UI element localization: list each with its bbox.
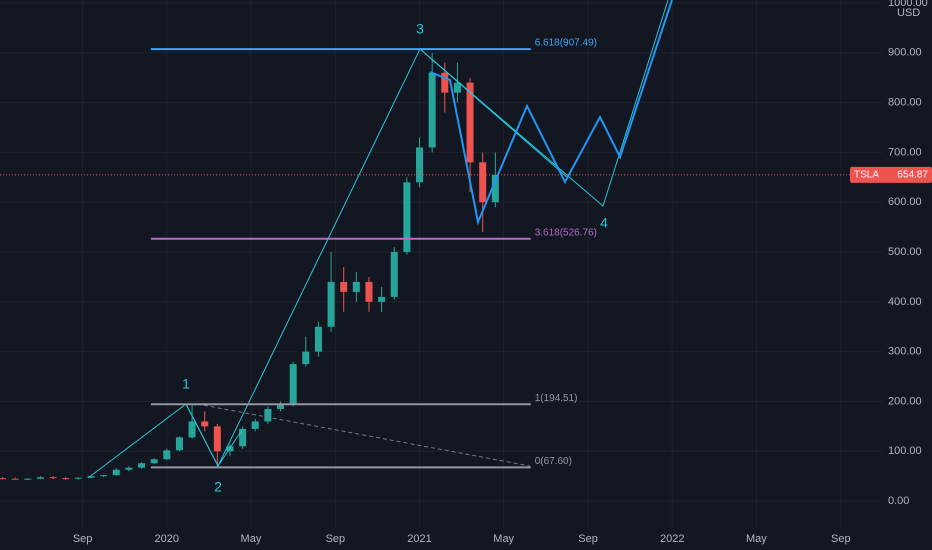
candle-body <box>138 463 146 468</box>
y-tick-label: 700.00 <box>888 146 922 158</box>
x-tick-label: May <box>746 533 767 545</box>
candle-body <box>416 147 424 183</box>
x-tick-label: May <box>493 533 514 545</box>
candle-body <box>201 421 209 427</box>
candle-body <box>36 477 44 479</box>
y-tick-label: 400.00 <box>888 296 922 308</box>
candle-body <box>378 296 386 302</box>
currency-label: USD <box>897 7 920 19</box>
candle-body <box>24 478 32 480</box>
wave-label: 3 <box>416 21 424 37</box>
candle-body <box>491 174 499 203</box>
candles <box>0 52 499 481</box>
candle-body <box>213 426 221 452</box>
y-tick-label: 800.00 <box>888 97 922 109</box>
y-tick-label: 600.00 <box>888 196 922 208</box>
x-tick-label: 2021 <box>407 533 431 545</box>
candle-body <box>441 72 449 93</box>
wave-line <box>185 403 243 467</box>
x-tick-label: Sep <box>831 533 851 545</box>
candle-body <box>466 82 474 163</box>
candle-body <box>403 182 411 253</box>
level-label: 3.618(526.76) <box>535 227 597 238</box>
candle-body <box>62 478 70 480</box>
price-tag <box>850 166 932 183</box>
x-axis-panel <box>0 528 882 550</box>
x-tick-label: 2020 <box>155 533 179 545</box>
wave-line <box>419 48 569 179</box>
candle-body <box>302 351 310 365</box>
y-tick-label: 0.00 <box>888 495 909 507</box>
candle-body <box>175 437 183 451</box>
x-tick-label: May <box>241 533 262 545</box>
candle-body <box>49 477 57 479</box>
candle-body <box>390 252 398 297</box>
x-tick-label: Sep <box>326 533 346 545</box>
y-tick-label: 200.00 <box>888 395 922 407</box>
grid <box>0 0 882 528</box>
wave-line <box>87 0 669 479</box>
wave-label: 1 <box>182 376 190 392</box>
y-tick-label: 300.00 <box>888 346 922 358</box>
candle-body <box>112 469 120 476</box>
wave-label: 4 <box>600 215 608 231</box>
axes: 0.00 100.00 200.00 300.00 400.00 500.00 600.00… <box>73 0 932 545</box>
candle-body <box>125 467 133 470</box>
level-label: 6.618(907.49) <box>535 38 597 49</box>
candle-body <box>0 478 7 480</box>
y-axis-panel <box>882 0 932 550</box>
candle-body <box>11 478 19 480</box>
candle-body <box>453 82 461 93</box>
x-tick-label: 2022 <box>660 533 684 545</box>
projection-line <box>429 0 673 226</box>
candle-body <box>264 408 272 422</box>
candle-body <box>340 281 348 292</box>
candle-body <box>163 450 171 460</box>
y-tick-label: 100.00 <box>888 445 922 457</box>
candle-body <box>314 326 322 352</box>
price-tag-symbol: TSLA <box>854 170 879 181</box>
x-tick-label: Sep <box>73 533 93 545</box>
candle-body <box>428 72 436 148</box>
candle-body <box>365 281 373 302</box>
candle-body <box>289 364 297 404</box>
y-tick-label: 900.00 <box>888 47 922 59</box>
overlay: 6.618(907.49) 3.618(526.76) 1(194.51) 0(67.… <box>0 21 882 495</box>
candle-body <box>87 476 95 478</box>
candle-body <box>74 477 82 479</box>
x-tick-label: Sep <box>578 533 598 545</box>
candle-body <box>479 162 487 203</box>
level-label: 0(67.60) <box>535 456 572 467</box>
trend-line <box>196 403 531 467</box>
candle-body <box>352 281 360 292</box>
y-tick-label: 500.00 <box>888 246 922 258</box>
candle-body <box>150 459 158 464</box>
candle-body <box>251 421 259 429</box>
level-label: 1(194.51) <box>535 393 578 404</box>
candle-body <box>277 403 285 409</box>
price-tag-value: 654.87 <box>897 170 928 181</box>
y-tick-label: 1000.00 <box>888 0 928 9</box>
candle-body <box>188 421 196 438</box>
wave-label: 2 <box>214 479 222 495</box>
candle-body <box>100 475 108 477</box>
candle-body <box>327 281 335 327</box>
candle-body <box>239 428 247 447</box>
